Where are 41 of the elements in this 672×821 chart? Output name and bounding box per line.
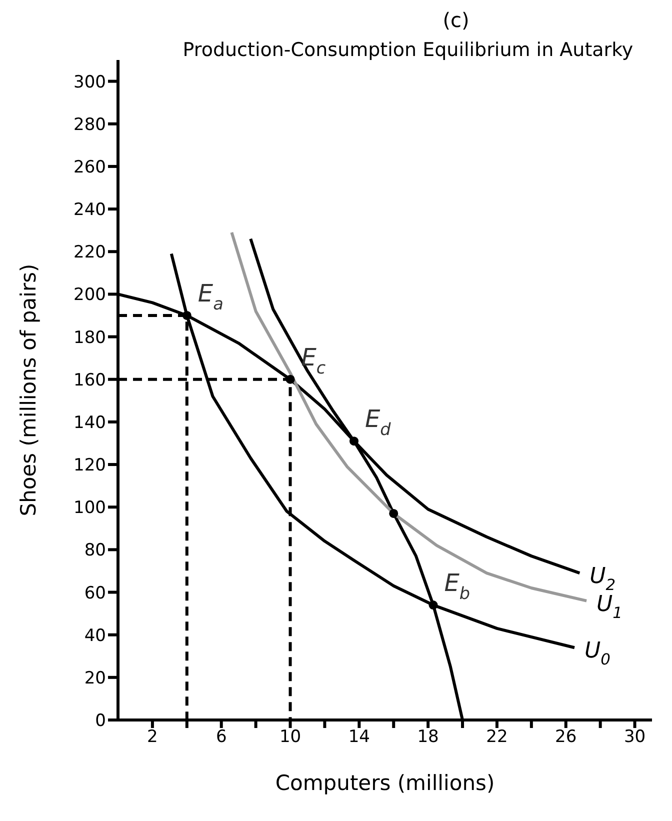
x-tick-label: 6 [216,727,227,748]
y-tick-label: 180 [74,328,106,348]
line-series [230,230,588,602]
point [286,374,295,384]
y-tick-label: 20 [84,668,106,688]
y-tick-label: 220 [74,242,106,263]
x-tick-label: 18 [417,727,439,748]
annotation: E$_{a}$ [198,279,224,314]
y-axis-title: Shoes (millions of pairs) [16,264,40,516]
y-tick-label: 300 [74,72,106,92]
x-tick-label: 10 [279,727,302,748]
annotation: E$_{d}$ [364,404,392,439]
y-tick-label: 60 [84,583,106,604]
point [389,508,398,518]
series-label: U$_{0}$ [584,638,611,669]
y-tick-label: 0 [95,711,106,732]
y-tick-label: 280 [74,114,106,135]
y-tick-label: 100 [74,498,106,518]
y-tick-label: 160 [74,370,106,390]
y-tick-label: 120 [74,456,106,476]
point [428,600,438,610]
series-label: U$_{1}$ [596,592,622,622]
x-axis-title: Computers (millions) [275,771,495,795]
point [182,310,192,320]
x-tick-label: 30 [624,727,646,748]
y-tick-label: 40 [84,626,106,646]
annotation: E$_{c}$ [301,342,326,377]
annotation: E$_{b}$ [444,568,470,603]
x-tick-label: 2 [147,727,158,748]
y-tick-label: 200 [74,285,106,306]
y-tick-label: 140 [74,412,106,433]
chart-subtitle: Production-Consumption Equilibrium in Autarky [182,38,634,62]
x-tick-label: 26 [555,727,577,748]
x-tick-label: 22 [486,727,508,748]
point [349,436,359,446]
chart-title: (c) [442,8,470,32]
y-tick-label: 260 [74,157,106,178]
y-tick-label: 240 [74,200,106,220]
y-tick-label: 80 [84,540,106,561]
series-label: U$_{2}$ [590,564,616,594]
x-tick-label: 14 [348,727,370,748]
